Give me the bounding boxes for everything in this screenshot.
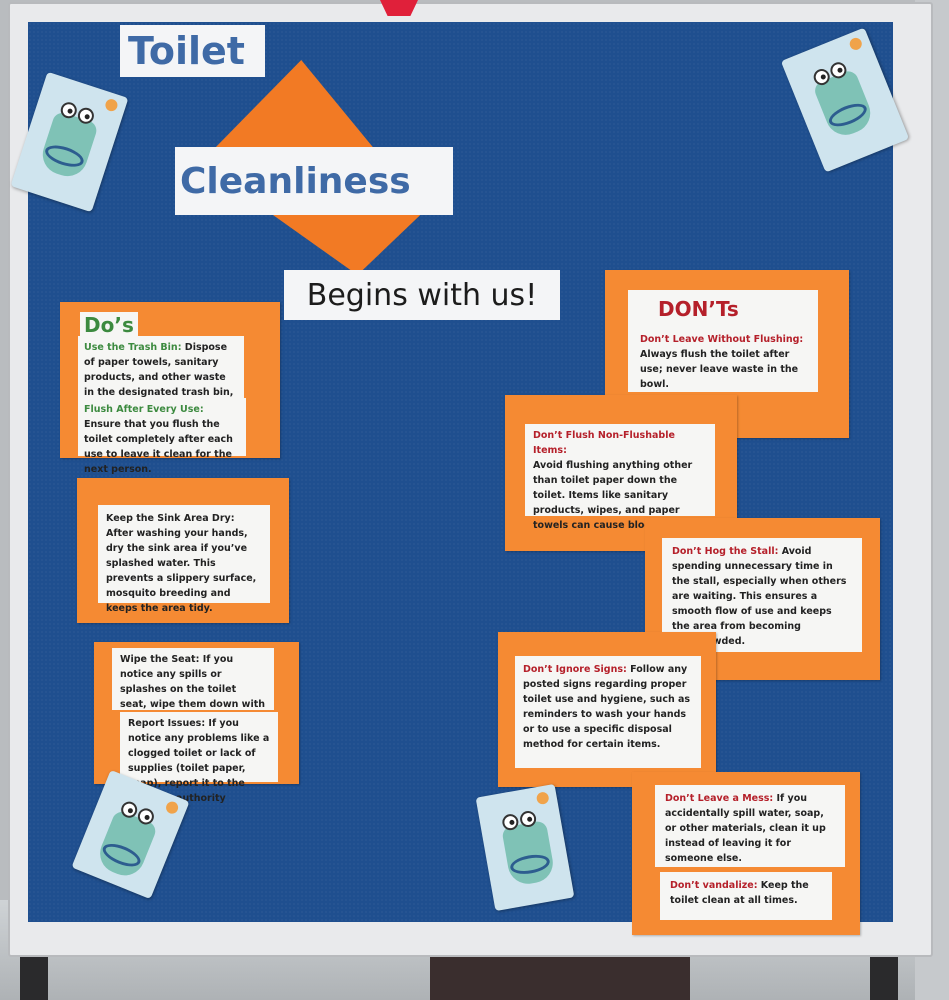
donts-note-1: DON’Ts Don’t Leave Without Flushing: Alw…: [628, 290, 818, 392]
dos-heading: Do’s: [80, 312, 138, 338]
note-title: Use the Trash Bin:: [84, 342, 182, 353]
flower-icon: [535, 791, 550, 806]
note-text: If you accidentally spill water, soap, o…: [665, 793, 826, 864]
donts-note-5: Don’t Leave a Mess: If you accidentally …: [655, 785, 845, 867]
note-title: Keep the Sink Area Dry:: [106, 513, 235, 524]
pin: [380, 0, 418, 16]
flower-icon: [103, 97, 119, 113]
title-cleanliness: Cleanliness: [175, 147, 453, 215]
donts-note-2: Don’t Flush Non-Flushable Items: Avoid f…: [525, 424, 715, 531]
note-text: After washing your hands, dry the sink a…: [106, 528, 257, 614]
note-text: Ensure that you flush the toilet complet…: [84, 419, 233, 475]
stand-base: [430, 955, 690, 1000]
note-text: Follow any posted signs regarding proper…: [523, 664, 691, 750]
dos-note-2: Flush After Every Use: Ensure that you f…: [78, 398, 246, 475]
note-title: Flush After Every Use:: [84, 404, 204, 415]
note-title: Don’t Ignore Signs:: [523, 664, 627, 675]
flower-icon: [847, 36, 864, 52]
note-title: Don’t Hog the Stall:: [672, 546, 779, 557]
title-toilet-text: Toilet: [128, 29, 245, 73]
dos-note-4: Wipe the Seat: If you notice any spills …: [112, 648, 274, 725]
note-text: Avoid flushing anything other than toile…: [533, 460, 693, 531]
donts-heading: DON’Ts: [658, 297, 739, 321]
donts-note-6: Don’t vandalize: Keep the toilet clean a…: [660, 872, 832, 920]
note-text: Always flush the toilet after use; never…: [640, 349, 799, 390]
note-title: Don’t vandalize:: [670, 880, 758, 891]
note-text: Keep the toilet clean at all times.: [670, 880, 809, 906]
dos-note-5: Report Issues: If you notice any problem…: [120, 712, 278, 819]
note-title: Don’t Flush Non-Flushable Items:: [533, 430, 675, 456]
title-cleanliness-text: Cleanliness: [180, 160, 411, 202]
title-toilet: Toilet: [120, 25, 265, 77]
note-title: Don’t Leave Without Flushing:: [640, 334, 804, 345]
title-begins: Begins with us!: [284, 270, 560, 320]
dos-heading-text: Do’s: [84, 313, 134, 337]
dos-note-3: Keep the Sink Area Dry: After washing yo…: [98, 505, 270, 614]
donts-note-4: Don’t Ignore Signs: Follow any posted si…: [515, 656, 701, 768]
note-title: Report Issues:: [128, 718, 206, 729]
note-title: Wipe the Seat:: [120, 654, 200, 665]
dos-note-1: Use the Trash Bin: Dispose of paper towe…: [78, 336, 244, 413]
title-begins-text: Begins with us!: [306, 277, 538, 313]
note-title: Don’t Leave a Mess:: [665, 793, 774, 804]
flower-icon: [164, 799, 180, 816]
